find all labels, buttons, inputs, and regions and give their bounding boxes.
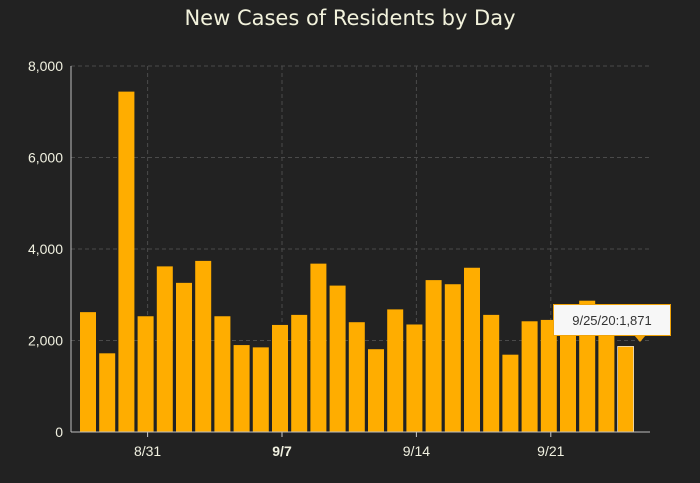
y-tick-label: 4,000 — [28, 241, 63, 257]
bar[interactable] — [483, 314, 500, 432]
x-tick-label: 9/14 — [403, 443, 430, 459]
y-tick-label: 0 — [55, 424, 63, 440]
bar[interactable] — [406, 324, 423, 432]
bar[interactable] — [387, 309, 404, 432]
y-tick-label: 8,000 — [28, 58, 63, 74]
axes — [70, 66, 650, 437]
bar[interactable] — [252, 347, 269, 432]
bar[interactable] — [176, 282, 192, 432]
bar[interactable] — [560, 321, 576, 432]
bar[interactable] — [272, 324, 288, 432]
bar[interactable] — [368, 349, 384, 432]
chart-title: New Cases of Residents by Day — [184, 6, 516, 30]
bar[interactable] — [214, 316, 231, 432]
bar[interactable] — [617, 346, 634, 433]
bar[interactable] — [99, 353, 116, 432]
bar[interactable] — [137, 316, 154, 432]
x-tick-label: 9/21 — [537, 443, 564, 459]
x-tick-label: 8/31 — [134, 443, 161, 459]
hover-tooltip: 9/25/20:1,871 — [553, 304, 671, 336]
tooltip-pointer — [634, 335, 646, 342]
bar[interactable] — [195, 260, 212, 432]
x-tick-labels: 8/31 9/7 9/14 9/21 — [134, 443, 565, 459]
y-tick-label: 2,000 — [28, 333, 63, 349]
bar[interactable] — [310, 263, 327, 432]
bar[interactable] — [233, 345, 250, 432]
bar[interactable] — [156, 266, 173, 432]
bar[interactable] — [521, 321, 538, 432]
bar[interactable] — [540, 319, 557, 432]
bar[interactable] — [598, 316, 615, 432]
bar[interactable] — [502, 354, 519, 432]
y-tick-label: 6,000 — [28, 150, 63, 166]
x-tick-label: 9/7 — [272, 443, 292, 459]
y-tick-labels: 0 2,000 4,000 6,000 8,000 — [28, 58, 63, 440]
bar[interactable] — [118, 91, 135, 433]
bar[interactable] — [80, 312, 96, 432]
bar[interactable] — [348, 322, 365, 432]
bar[interactable] — [291, 314, 308, 432]
bar[interactable] — [425, 280, 442, 432]
bars — [80, 91, 634, 433]
bar[interactable] — [464, 267, 480, 432]
bar[interactable] — [444, 284, 461, 432]
bar[interactable] — [329, 285, 346, 432]
